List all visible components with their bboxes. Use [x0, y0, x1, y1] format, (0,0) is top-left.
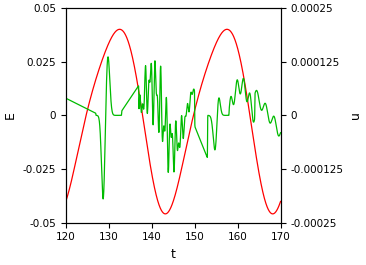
Y-axis label: u: u — [349, 111, 362, 119]
Y-axis label: E: E — [4, 111, 17, 119]
X-axis label: t: t — [171, 248, 176, 261]
